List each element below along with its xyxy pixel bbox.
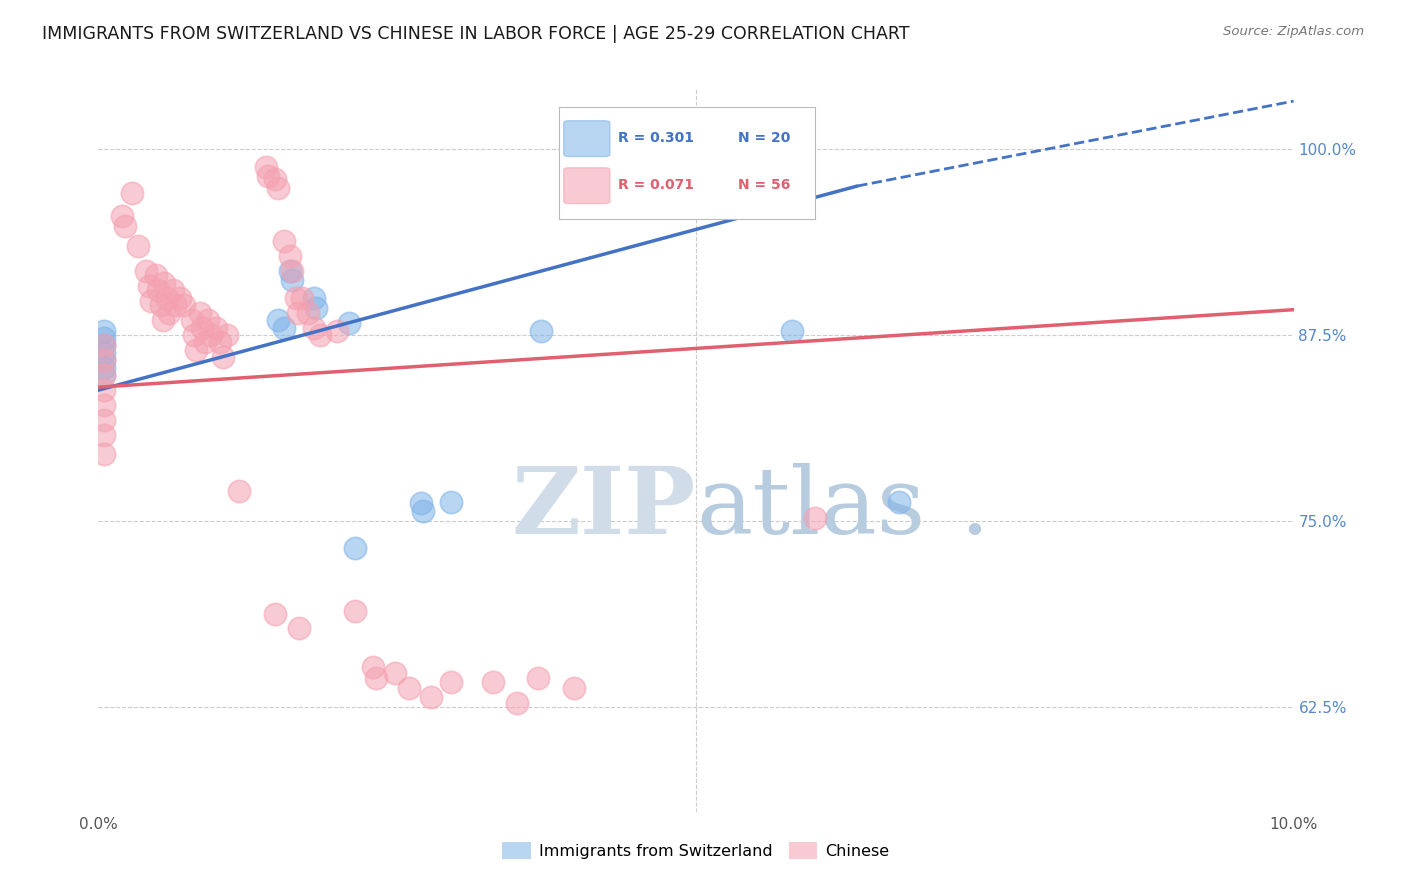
Point — [412, 504, 434, 518]
Point — [217, 328, 239, 343]
Point — [305, 301, 328, 316]
Point — [228, 484, 250, 499]
Point — [93, 331, 115, 345]
Point — [111, 209, 134, 223]
Point — [93, 338, 115, 352]
Text: .: . — [959, 463, 988, 553]
Point — [93, 368, 115, 383]
Point — [364, 671, 387, 685]
Point — [398, 681, 420, 695]
Point — [93, 353, 115, 368]
Point — [281, 264, 304, 278]
Point — [411, 496, 433, 510]
Point — [114, 219, 136, 234]
Point — [291, 291, 314, 305]
Legend: Immigrants from Switzerland, Chinese: Immigrants from Switzerland, Chinese — [496, 836, 896, 865]
Point — [344, 604, 367, 618]
Point — [191, 320, 214, 334]
Point — [267, 313, 290, 327]
Point — [93, 360, 115, 375]
Point — [209, 335, 232, 350]
Point — [93, 447, 115, 461]
Point — [152, 313, 174, 327]
Point — [93, 398, 115, 412]
Point — [197, 313, 219, 327]
Point — [153, 276, 176, 290]
Point — [183, 328, 205, 343]
Text: atlas: atlas — [696, 463, 925, 553]
Point — [127, 238, 149, 252]
Point — [308, 328, 330, 343]
Point — [93, 368, 115, 383]
Point — [186, 343, 208, 357]
Point — [530, 324, 553, 338]
Point — [162, 283, 184, 297]
Text: Source: ZipAtlas.com: Source: ZipAtlas.com — [1223, 25, 1364, 38]
Point — [326, 324, 349, 338]
Point — [157, 306, 180, 320]
Point — [344, 541, 367, 555]
Point — [288, 622, 311, 636]
Point — [93, 338, 115, 352]
Point — [135, 264, 157, 278]
Point — [297, 306, 319, 320]
Point — [257, 169, 280, 183]
Point — [278, 264, 301, 278]
Point — [278, 249, 301, 263]
Point — [302, 320, 325, 334]
Point — [506, 696, 529, 710]
Point — [93, 353, 115, 368]
Point — [194, 335, 217, 350]
Point — [302, 291, 325, 305]
Point — [148, 283, 170, 297]
Point — [440, 675, 463, 690]
Point — [204, 320, 226, 334]
Point — [562, 681, 585, 695]
Point — [93, 413, 115, 427]
Point — [200, 328, 222, 343]
Point — [264, 607, 287, 621]
Point — [780, 324, 803, 338]
Point — [155, 291, 177, 305]
Point — [254, 160, 277, 174]
Point — [145, 268, 167, 283]
Point — [264, 171, 287, 186]
Point — [121, 186, 143, 201]
Point — [273, 320, 295, 334]
Point — [287, 306, 309, 320]
Point — [138, 278, 160, 293]
Point — [149, 298, 172, 312]
Point — [889, 495, 911, 509]
Point — [139, 293, 162, 308]
Point — [281, 273, 304, 287]
Point — [180, 313, 202, 327]
Point — [169, 291, 191, 305]
Point — [173, 298, 195, 312]
Point — [211, 351, 233, 365]
Point — [419, 690, 441, 704]
Point — [93, 383, 115, 397]
Point — [384, 666, 406, 681]
Point — [188, 306, 211, 320]
Point — [482, 675, 505, 690]
Text: IMMIGRANTS FROM SWITZERLAND VS CHINESE IN LABOR FORCE | AGE 25-29 CORRELATION CH: IMMIGRANTS FROM SWITZERLAND VS CHINESE I… — [42, 25, 910, 43]
Point — [440, 495, 463, 509]
Point — [163, 298, 186, 312]
Point — [284, 291, 307, 305]
Point — [93, 324, 115, 338]
Text: ZIP: ZIP — [512, 463, 696, 553]
Point — [267, 180, 290, 194]
Point — [339, 316, 361, 330]
Point — [93, 427, 115, 442]
Point — [273, 234, 295, 248]
Point — [804, 511, 827, 525]
Point — [363, 660, 385, 674]
Point — [93, 346, 115, 360]
Point — [527, 671, 550, 685]
